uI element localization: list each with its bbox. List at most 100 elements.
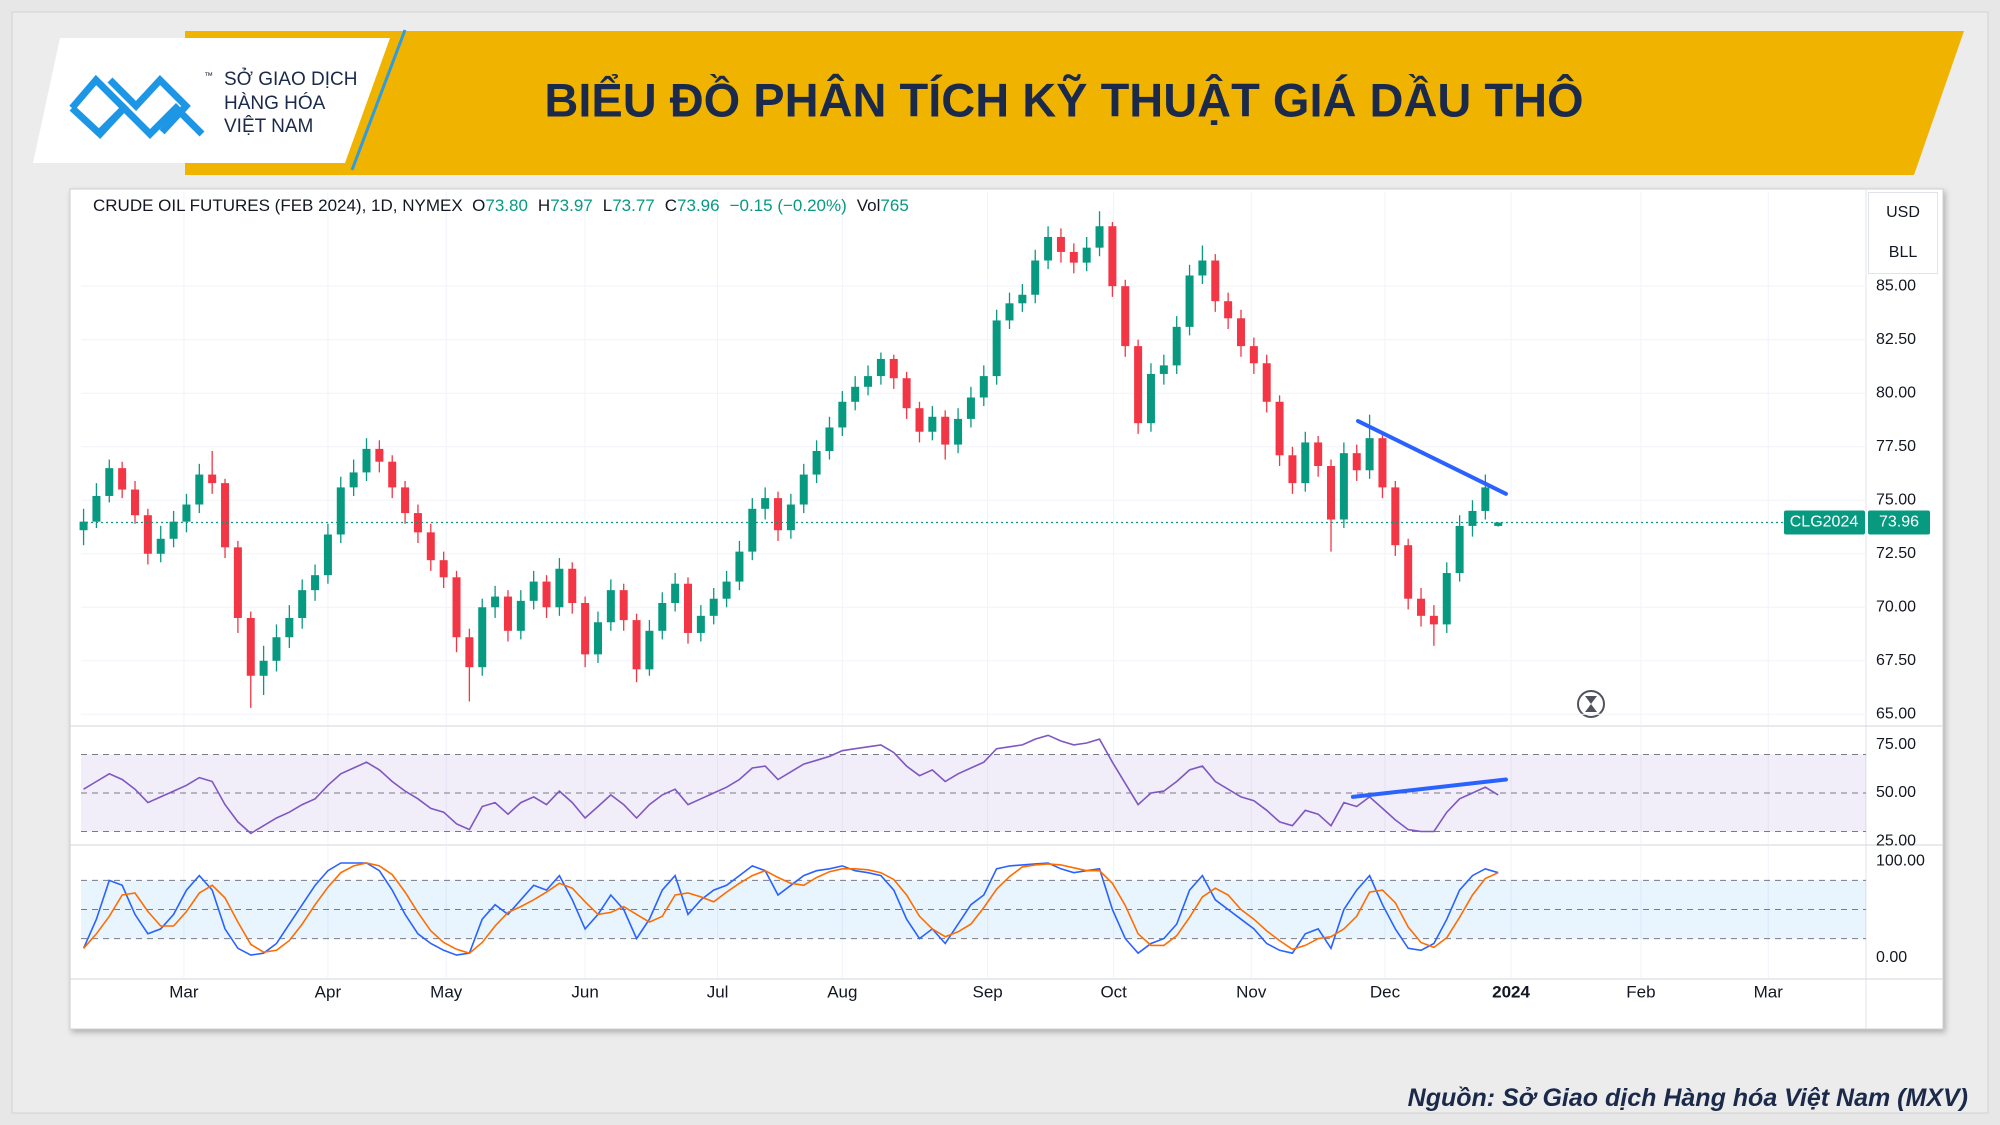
price-tag-symbol: CLG2024 bbox=[1790, 514, 1859, 531]
y-tick-label: 75.00 bbox=[1876, 491, 1916, 508]
quote-key: O bbox=[472, 196, 486, 215]
candle-body bbox=[928, 416, 937, 432]
candle-body bbox=[1262, 363, 1271, 402]
price-tag bbox=[1868, 510, 1930, 535]
candle-body bbox=[298, 590, 307, 618]
volume-value: 765 bbox=[880, 196, 909, 215]
candle-body bbox=[671, 583, 680, 603]
candle-body bbox=[915, 408, 924, 432]
x-tick-label: Jul bbox=[707, 982, 729, 1001]
y-tick-label: 25.00 bbox=[1876, 832, 1916, 849]
candle-body bbox=[388, 461, 397, 488]
candle-body bbox=[503, 596, 512, 631]
logo-accent bbox=[350, 29, 407, 171]
y-tick-label: 65.00 bbox=[1876, 706, 1916, 723]
candle-body bbox=[1082, 247, 1091, 263]
symbol-info: CRUDE OIL FUTURES (FEB 2024), 1D, NYMEX … bbox=[93, 196, 919, 216]
y-tick-label: 0.00 bbox=[1876, 949, 1907, 966]
candle-body bbox=[1455, 525, 1464, 574]
candle-body bbox=[992, 320, 1001, 377]
chart-panel bbox=[69, 188, 1944, 1030]
candle-body bbox=[323, 534, 332, 576]
candle-body bbox=[1095, 226, 1104, 248]
candle-body bbox=[1069, 251, 1078, 263]
candle-body bbox=[825, 427, 834, 452]
candle-body bbox=[786, 504, 795, 531]
unit-box: USD BLL bbox=[1868, 192, 1938, 274]
quote-key: L bbox=[602, 196, 613, 215]
currency[interactable]: USD bbox=[1886, 204, 1920, 221]
x-tick-label: Apr bbox=[315, 982, 342, 1001]
candle-body bbox=[465, 637, 474, 668]
candle-body bbox=[979, 376, 988, 398]
x-tick-label: Dec bbox=[1370, 982, 1401, 1001]
candle-body bbox=[1056, 236, 1065, 252]
logo-text: HÀNG HÓA bbox=[224, 92, 326, 114]
candle-body bbox=[105, 468, 114, 496]
indicator-line bbox=[82, 862, 1499, 956]
candle-body bbox=[799, 474, 808, 505]
candle-body bbox=[336, 487, 345, 535]
candle-body bbox=[452, 577, 461, 638]
replay-icon[interactable] bbox=[1577, 690, 1605, 718]
candle-body bbox=[169, 521, 178, 539]
candle-body bbox=[735, 551, 744, 582]
candle-body bbox=[606, 590, 615, 623]
x-tick-label: Mar bbox=[169, 982, 199, 1001]
y-tick-label: 100.00 bbox=[1876, 852, 1925, 869]
y-tick-label: 77.50 bbox=[1876, 438, 1916, 455]
candle-body bbox=[529, 581, 538, 601]
candle-body bbox=[1134, 346, 1143, 424]
quote-key: H bbox=[537, 196, 551, 215]
candle-body bbox=[941, 416, 950, 445]
candle-body bbox=[581, 602, 590, 655]
x-tick-label: Nov bbox=[1236, 982, 1267, 1001]
x-tick-label: Aug bbox=[827, 982, 857, 1001]
candle-body bbox=[1018, 294, 1027, 304]
candle-body bbox=[1481, 487, 1490, 511]
x-tick-label: 2024 bbox=[1492, 982, 1530, 1001]
candle-body bbox=[285, 617, 294, 638]
candle-body bbox=[1429, 615, 1438, 625]
title-banner bbox=[185, 31, 1964, 175]
unit[interactable]: BLL bbox=[1888, 244, 1918, 261]
candle-body bbox=[1391, 487, 1400, 546]
candle-body bbox=[233, 547, 242, 618]
indicator-line bbox=[83, 734, 1499, 835]
candle-body bbox=[1198, 260, 1207, 276]
candle-body bbox=[568, 568, 577, 603]
candle-body bbox=[1352, 453, 1361, 471]
candle-body bbox=[696, 615, 705, 633]
candle-body bbox=[876, 358, 885, 377]
quote-value: 73.77 bbox=[612, 196, 655, 215]
candle-body bbox=[272, 637, 281, 661]
candle-body bbox=[658, 602, 667, 631]
candle-body bbox=[1185, 275, 1194, 327]
candle-body bbox=[1365, 438, 1374, 471]
candle-body bbox=[259, 660, 268, 676]
quote-change: −0.15 (−0.20%) bbox=[729, 196, 847, 215]
candle-body bbox=[156, 538, 165, 554]
candle-body bbox=[349, 472, 358, 488]
candle-body bbox=[954, 418, 963, 445]
source-note: Nguồn: Sở Giao dịch Hàng hóa Việt Nam (M… bbox=[1407, 1084, 1968, 1112]
candle-body bbox=[1288, 455, 1297, 484]
candle-body bbox=[889, 358, 898, 379]
x-tick-label: May bbox=[430, 982, 463, 1001]
candle-body bbox=[1301, 442, 1310, 484]
candle-body bbox=[593, 622, 602, 655]
candle-body bbox=[362, 448, 371, 473]
quote-value: 73.96 bbox=[677, 196, 720, 215]
candle-body bbox=[761, 498, 770, 509]
y-tick-label: 82.50 bbox=[1876, 331, 1916, 348]
candle-body bbox=[1172, 326, 1181, 366]
candle-body bbox=[221, 483, 230, 548]
candle-body bbox=[684, 583, 693, 633]
candle-body bbox=[1404, 545, 1413, 599]
x-tick-label: Sep bbox=[973, 982, 1003, 1001]
candle-body bbox=[491, 596, 500, 608]
candle-body bbox=[1417, 598, 1426, 616]
candle-body bbox=[1442, 573, 1451, 625]
candle-body bbox=[375, 448, 384, 462]
